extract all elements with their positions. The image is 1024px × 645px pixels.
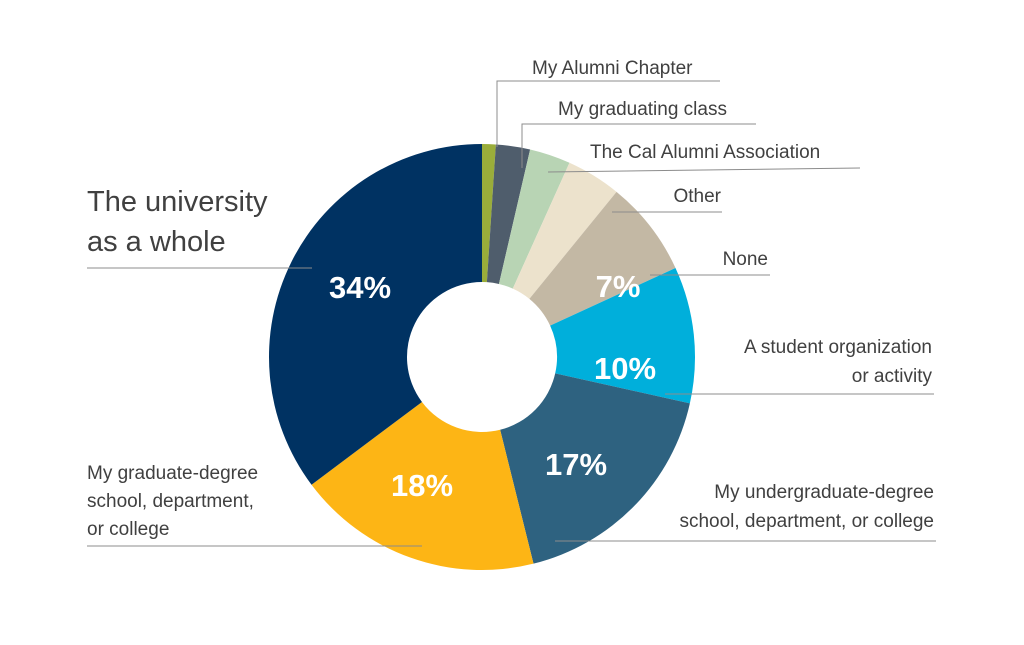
slice-label: The Cal Alumni Association [590, 142, 820, 163]
slice-a-student-organization-or-activity [550, 267, 695, 404]
slice-the-university-as-a-whole [269, 144, 482, 485]
slice-label: school, department, or college [679, 511, 934, 532]
slice-label: as a whole [87, 226, 226, 258]
slice-none [529, 191, 676, 326]
slice-label: My Alumni Chapter [532, 58, 693, 79]
slice-label: or activity [852, 366, 933, 387]
slice-my-graduating-class [486, 144, 531, 284]
slice-label: A student organization [744, 337, 932, 358]
slice-label: or college [87, 519, 169, 540]
slice-labels: My Alumni Chapter My graduating class The … [87, 58, 936, 547]
slice-label: The university [87, 186, 268, 218]
data-label: 10% [594, 351, 656, 386]
slice-label: My undergraduate-degree [714, 482, 934, 503]
leader-line [496, 80, 720, 147]
slice-other [512, 162, 617, 299]
slice-label: My graduate-degree [87, 463, 258, 484]
data-label: 34% [329, 270, 391, 305]
slice-label: school, department, [87, 491, 254, 512]
slice-the-cal-alumni-association [498, 149, 570, 289]
data-label: 18% [391, 468, 453, 503]
slice-label: My graduating class [558, 99, 727, 120]
slice-my-undergraduate-degree-school-department-or-college [500, 373, 690, 564]
data-labels: 7% 10% 17% 18% 34% [329, 269, 656, 503]
data-label: 7% [596, 269, 641, 304]
slice-label: Other [673, 186, 721, 207]
slice-label: None [723, 249, 768, 270]
slices [269, 144, 695, 570]
leader-line [521, 123, 756, 168]
leader-line [547, 167, 861, 173]
slice-my-graduate-degree-school-department-or-college [311, 401, 534, 570]
slice-my-alumni-chapter [482, 144, 496, 283]
data-label: 17% [545, 447, 607, 482]
